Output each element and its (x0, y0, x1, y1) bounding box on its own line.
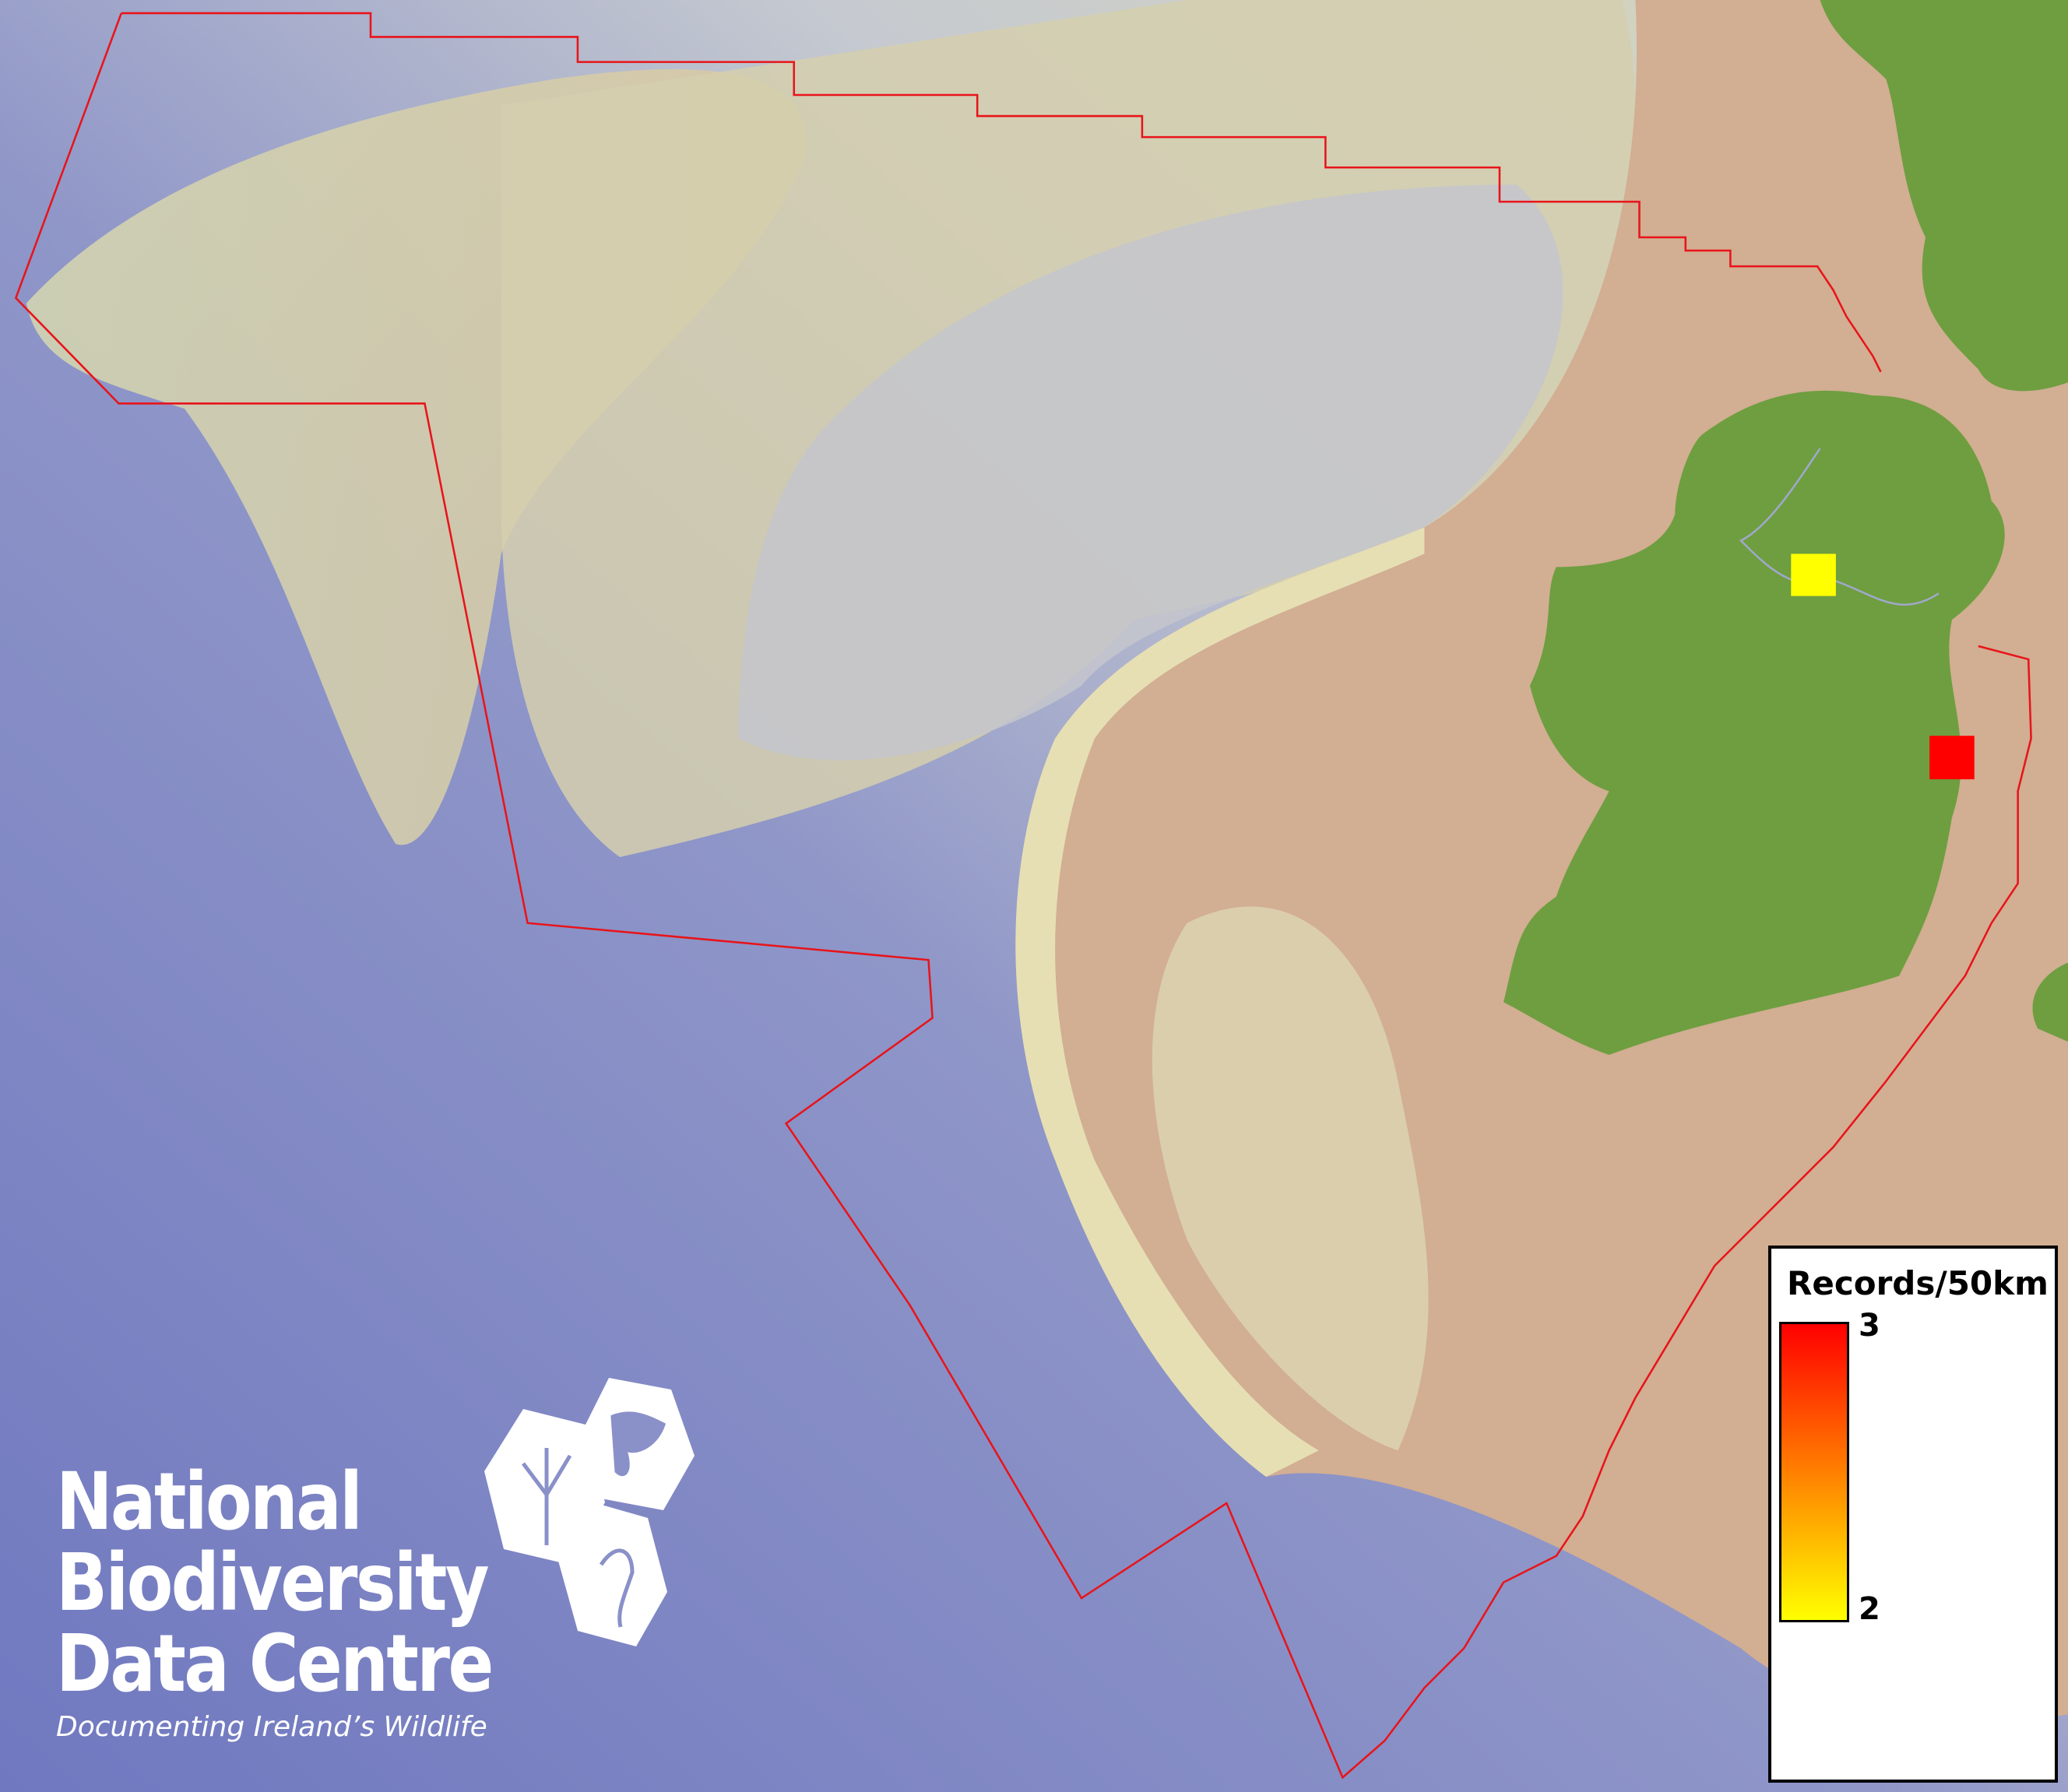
ireland (1504, 390, 2005, 1056)
logo-hexagons (484, 1378, 695, 1646)
goban-spur (1152, 906, 1429, 1451)
eez-boundary-west (14, 12, 2032, 1780)
seahorse-icon (558, 1502, 667, 1646)
legend: Records/50km 3 2 (1768, 1246, 2058, 1783)
porcupine-basin (738, 184, 1563, 761)
color-ramp (1779, 1322, 1849, 1622)
eez-boundary (121, 12, 1882, 373)
border-line (1739, 448, 1940, 606)
logo-line-1: National (56, 1456, 363, 1548)
grid-cell-value-3[interactable] (1929, 736, 1975, 780)
wales (2032, 962, 2068, 1042)
legend-title: Records/50km (1787, 1264, 2049, 1302)
logo-line-3: Data Centre (56, 1618, 494, 1710)
nbdc-logo: National Biodiversity Data Centre Docume… (56, 1370, 695, 1743)
legend-min-label: 2 (1859, 1591, 1880, 1627)
grid-cell-value-2[interactable] (1791, 553, 1836, 596)
legend-max-label: 3 (1859, 1308, 1880, 1344)
logo-line-2: Biodiversity (56, 1537, 489, 1629)
logo-tagline: Documenting Ireland’s Wildlife (56, 1711, 487, 1743)
scotland (1820, 0, 2068, 392)
shelf-edge (1015, 527, 1425, 1478)
